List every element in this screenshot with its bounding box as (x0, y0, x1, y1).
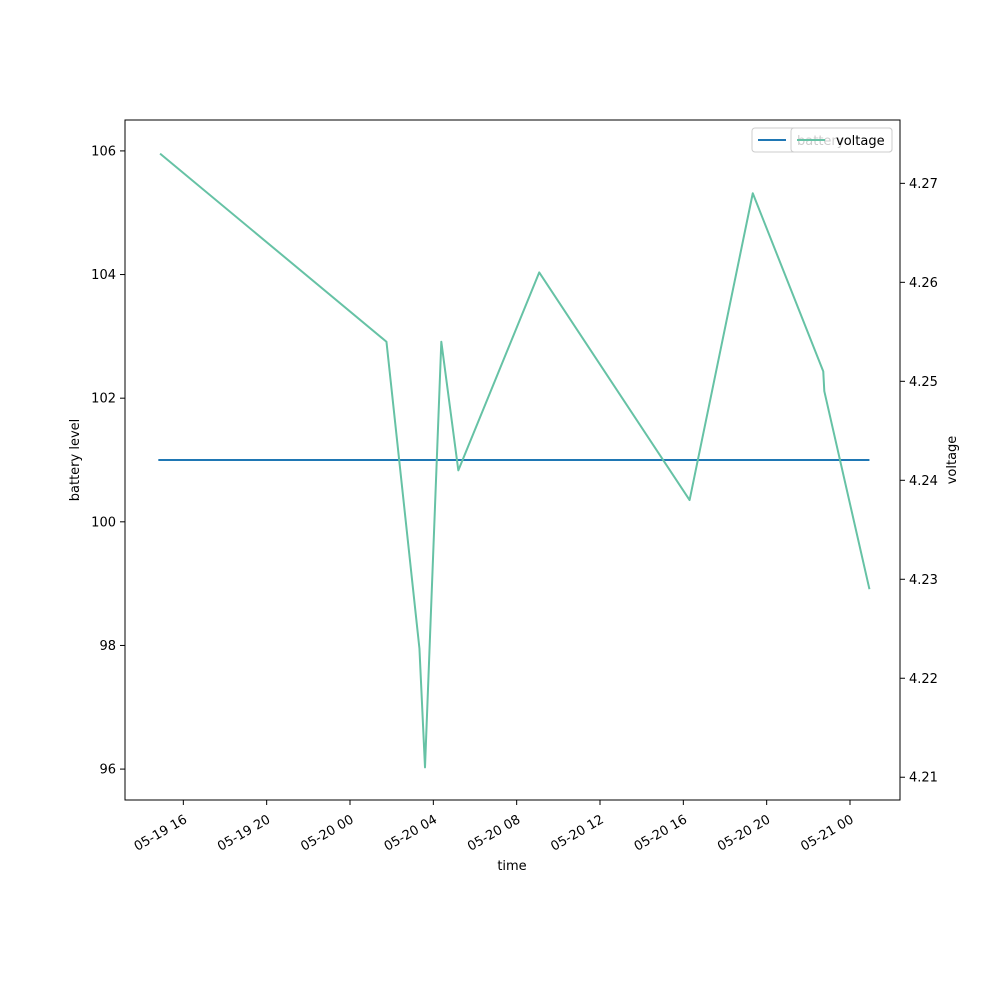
y-right-tick-label: 4.21 (909, 771, 938, 786)
series-layer (158, 152, 871, 769)
y-left-tick-label: 100 (91, 515, 116, 530)
y-axis-left: 96 98 100 102 104 106 (91, 144, 125, 778)
y-right-tick-label: 4.27 (909, 177, 938, 192)
y-right-tick-label: 4.22 (909, 672, 938, 687)
plot-frame (124, 119, 901, 801)
x-axis-label: time (497, 859, 526, 874)
y-left-tick-label: 104 (91, 268, 116, 283)
y-axis-left-label: battery level (68, 419, 83, 502)
y-right-tick-label: 4.24 (909, 474, 938, 489)
y-axis-right: 4.21 4.22 4.23 4.24 4.25 4.26 4.27 (900, 177, 938, 786)
y-left-tick-label: 96 (99, 763, 116, 778)
y-left-tick-label: 106 (91, 144, 116, 159)
legend-voltage: voltage (790, 127, 893, 153)
y-left-tick-label: 98 (99, 639, 116, 654)
series-line-voltage (159, 152, 871, 769)
y-left-tick-label: 102 (91, 392, 116, 407)
y-right-tick-label: 4.25 (909, 375, 938, 390)
legend-voltage-box (790, 127, 893, 153)
y-axis-right-label: voltage (945, 436, 960, 485)
legend-voltage-label: voltage (836, 134, 885, 149)
y-right-tick-label: 4.26 (909, 276, 938, 291)
y-right-tick-label: 4.23 (909, 573, 938, 588)
